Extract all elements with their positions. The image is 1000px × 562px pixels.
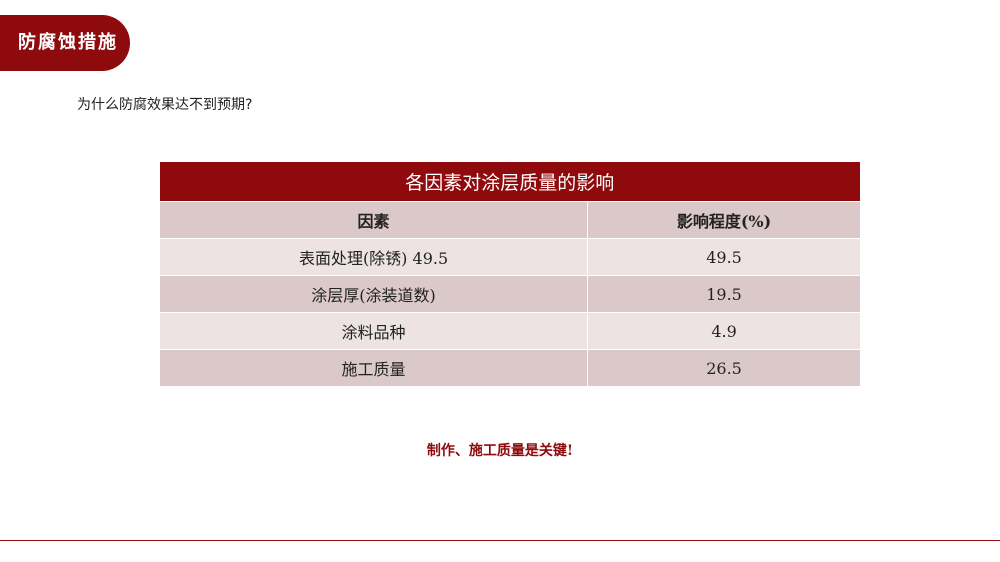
impact-cell: 26.5 <box>587 349 860 386</box>
table-row: 表面处理(除锈) 49.5 49.5 <box>158 238 860 276</box>
conclusion-text: 制作、施工质量是关键! <box>426 443 574 459</box>
section-title-badge: 防腐蚀措施 <box>0 15 130 71</box>
impact-cell: 49.5 <box>587 238 860 276</box>
table-row: 施工质量 26.5 <box>158 349 860 386</box>
factor-cell: 表面处理(除锈) 49.5 <box>158 238 588 276</box>
question-text: 为什么防腐效果达不到预期? <box>77 97 253 113</box>
factor-table: 各因素对涂层质量的影响 因素 影响程度(%) 表面处理(除锈) 49.5 49.5 … <box>158 162 860 386</box>
factor-cell: 施工质量 <box>158 349 588 386</box>
header-factor: 因素 <box>158 201 588 239</box>
header-impact: 影响程度(%) <box>587 201 860 239</box>
table-row: 涂层厚(涂装道数) 19.5 <box>158 275 860 313</box>
impact-cell: 19.5 <box>587 275 860 313</box>
footer-divider <box>0 540 1000 541</box>
impact-cell: 4.9 <box>587 312 860 350</box>
table-title: 各因素对涂层质量的影响 <box>159 162 860 202</box>
table-header-row: 因素 影响程度(%) <box>158 201 860 239</box>
factor-cell: 涂料品种 <box>158 312 588 350</box>
factor-cell: 涂层厚(涂装道数) <box>158 275 588 313</box>
table-row: 涂料品种 4.9 <box>158 312 860 350</box>
